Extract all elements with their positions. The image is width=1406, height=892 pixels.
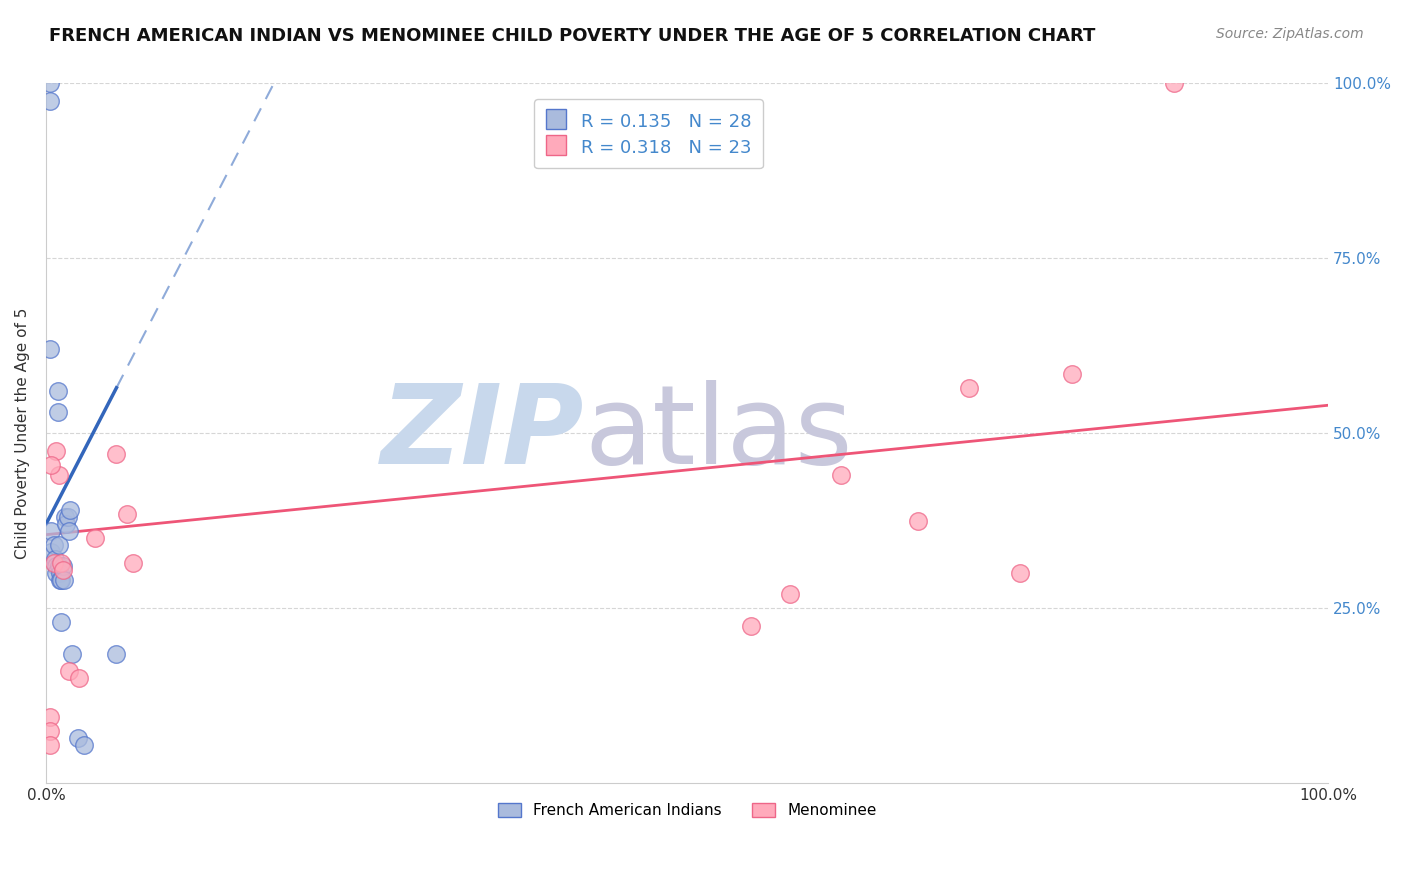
Point <box>66 731 89 745</box>
Point <box>52 563 75 577</box>
Point <box>51 615 73 629</box>
Point <box>52 573 75 587</box>
Point <box>46 405 69 419</box>
Legend: French American Indians, Menominee: French American Indians, Menominee <box>492 797 883 824</box>
Point <box>38 94 60 108</box>
Point <box>56 510 79 524</box>
Point <box>115 507 138 521</box>
Point <box>48 559 70 574</box>
Point <box>122 556 145 570</box>
Point <box>59 503 82 517</box>
Point <box>39 458 62 472</box>
Point <box>49 573 72 587</box>
Point <box>73 738 96 752</box>
Point <box>53 510 76 524</box>
Point <box>45 559 67 574</box>
Point <box>39 545 62 559</box>
Point <box>1060 367 1083 381</box>
Point <box>58 524 80 538</box>
Point <box>907 514 929 528</box>
Point <box>45 443 67 458</box>
Point <box>39 524 62 538</box>
Point <box>46 384 69 399</box>
Point <box>49 566 72 581</box>
Point <box>1010 566 1032 581</box>
Point <box>45 566 67 581</box>
Point <box>38 343 60 357</box>
Point <box>38 738 60 752</box>
Point <box>105 647 128 661</box>
Point <box>58 664 80 678</box>
Point <box>51 556 73 570</box>
Point <box>42 538 65 552</box>
Text: FRENCH AMERICAN INDIAN VS MENOMINEE CHILD POVERTY UNDER THE AGE OF 5 CORRELATION: FRENCH AMERICAN INDIAN VS MENOMINEE CHIL… <box>49 27 1095 45</box>
Point <box>51 573 73 587</box>
Point <box>48 468 70 483</box>
Point <box>38 723 60 738</box>
Point <box>55 517 77 532</box>
Point <box>60 647 83 661</box>
Point <box>779 587 801 601</box>
Point <box>83 531 105 545</box>
Point <box>48 538 70 552</box>
Text: atlas: atlas <box>585 380 853 487</box>
Text: Source: ZipAtlas.com: Source: ZipAtlas.com <box>1216 27 1364 41</box>
Point <box>52 559 75 574</box>
Point <box>1163 77 1185 91</box>
Point <box>105 447 128 461</box>
Point <box>38 77 60 91</box>
Point <box>42 556 65 570</box>
Point <box>830 468 852 483</box>
Point <box>67 671 90 685</box>
Point <box>740 618 762 632</box>
Text: ZIP: ZIP <box>381 380 585 487</box>
Point <box>957 381 980 395</box>
Y-axis label: Child Poverty Under the Age of 5: Child Poverty Under the Age of 5 <box>15 308 30 559</box>
Point <box>44 552 66 566</box>
Point <box>38 709 60 723</box>
